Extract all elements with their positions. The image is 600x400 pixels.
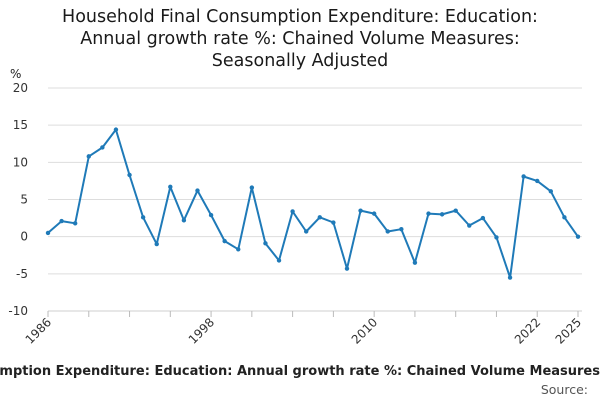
legend: Household Final Consumption Expenditure:… (0, 364, 600, 384)
data-point (507, 275, 513, 280)
data-point (331, 220, 336, 225)
data-point (439, 212, 445, 217)
y-tick-label: -10 (8, 304, 28, 318)
x-tick-label: 1998 (186, 315, 217, 346)
x-axis: 1986 1998 2010 2022 2025 (23, 310, 584, 347)
data-point (385, 229, 390, 234)
data-point (562, 215, 567, 220)
data-point (344, 266, 350, 271)
data-point (412, 260, 418, 265)
data-point (453, 208, 458, 213)
gridlines (48, 87, 582, 312)
data-point (45, 230, 51, 236)
data-point (494, 235, 499, 240)
data-point (521, 174, 526, 179)
data-point (480, 215, 486, 221)
chart-title: Household Final Consumption Expenditure:… (0, 6, 600, 72)
x-tick-label: 1986 (23, 315, 54, 346)
data-point (113, 127, 119, 132)
data-point (548, 189, 554, 194)
chart-title-line-3: Seasonally Adjusted (211, 51, 389, 71)
data-point (263, 241, 268, 246)
x-tick-label: 2022 (512, 315, 543, 346)
data-point (140, 215, 146, 220)
y-tick-label: 0 (20, 230, 28, 244)
data-point (399, 227, 404, 232)
data-point (371, 211, 377, 216)
data-point (290, 209, 295, 214)
data-point (168, 184, 173, 190)
data-point (100, 145, 105, 150)
data-point (154, 241, 159, 247)
chart-title-line-2: Annual growth rate %: Chained Volume Mea… (80, 29, 520, 49)
y-tick-label: -5 (16, 267, 28, 281)
data-point (222, 238, 227, 244)
data-point (276, 258, 282, 263)
series-line (47, 128, 579, 279)
x-tick-label: 2025 (553, 315, 584, 346)
chart-title-line-1: Household Final Consumption Expenditure:… (62, 7, 538, 27)
data-point (467, 223, 472, 228)
data-point (426, 211, 431, 216)
y-axis-ticks: -10 -5 0 5 10 15 20 (8, 81, 28, 318)
legend-series-label: Household Final Consumption Expenditure:… (0, 364, 600, 379)
data-point (208, 212, 214, 218)
data-point (72, 221, 78, 226)
data-point (317, 215, 322, 220)
data-point (181, 218, 187, 223)
x-tick-label: 2010 (349, 315, 380, 346)
data-point (59, 218, 64, 224)
data-point (535, 178, 540, 184)
y-tick-label: 15 (13, 118, 28, 132)
series-group (45, 127, 581, 280)
y-tick-label: 10 (13, 155, 28, 169)
source-label: Source: (540, 382, 588, 397)
data-point (358, 208, 363, 213)
y-tick-label: 20 (13, 81, 28, 95)
y-tick-label: 5 (20, 193, 28, 207)
data-point (304, 229, 309, 234)
data-point (575, 234, 581, 239)
y-axis-label: % (10, 67, 21, 81)
data-point (236, 247, 241, 252)
data-point (127, 172, 132, 178)
data-point (249, 185, 255, 190)
data-point (86, 154, 91, 159)
data-point (195, 188, 200, 193)
